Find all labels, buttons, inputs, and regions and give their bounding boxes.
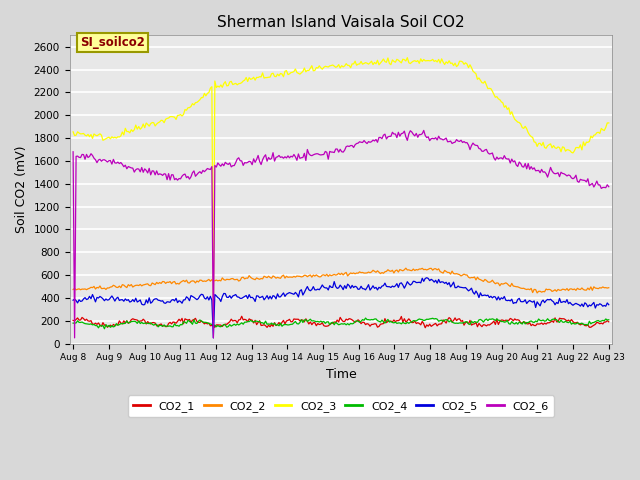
Text: SI_soilco2: SI_soilco2: [81, 36, 145, 49]
X-axis label: Time: Time: [326, 368, 356, 381]
Title: Sherman Island Vaisala Soil CO2: Sherman Island Vaisala Soil CO2: [217, 15, 465, 30]
Y-axis label: Soil CO2 (mV): Soil CO2 (mV): [15, 146, 28, 233]
Legend: CO2_1, CO2_2, CO2_3, CO2_4, CO2_5, CO2_6: CO2_1, CO2_2, CO2_3, CO2_4, CO2_5, CO2_6: [127, 396, 554, 418]
